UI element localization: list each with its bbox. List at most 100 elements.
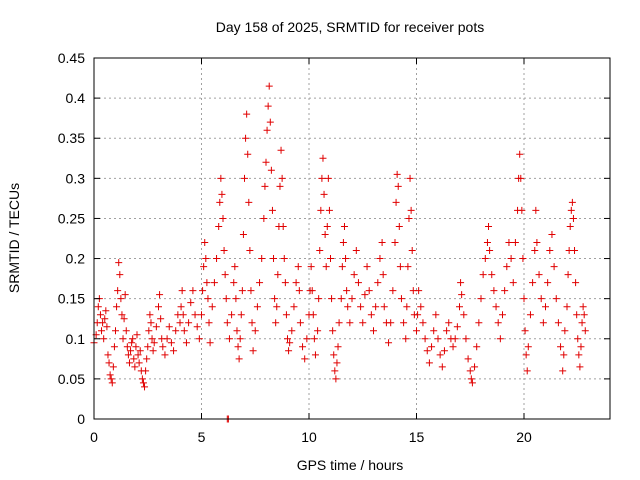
data-point <box>206 339 214 347</box>
data-point <box>176 319 184 327</box>
data-point <box>267 166 275 174</box>
data-point <box>434 335 442 343</box>
y-tick-labels: 0 0.05 0.1 0.15 0.2 0.25 0.3 0.35 0.4 0.45 <box>58 50 85 427</box>
data-point <box>253 303 261 311</box>
data-point <box>281 279 289 287</box>
data-point <box>550 263 558 271</box>
data-point <box>539 319 547 327</box>
data-point <box>152 323 160 331</box>
data-point <box>327 255 334 263</box>
data-point <box>348 295 356 303</box>
y-tick-label-4: 0.2 <box>66 251 86 267</box>
data-point <box>251 327 259 335</box>
data-point <box>376 255 384 263</box>
data-point <box>235 355 243 363</box>
data-point <box>288 327 296 335</box>
data-point <box>395 222 403 230</box>
data-point <box>317 206 325 214</box>
data-point <box>400 319 408 327</box>
data-point <box>130 355 138 363</box>
data-point <box>520 295 528 303</box>
data-point <box>268 206 276 214</box>
data-point <box>150 339 158 347</box>
data-point <box>178 287 186 295</box>
data-point <box>208 303 216 311</box>
data-point <box>566 222 574 230</box>
data-point <box>120 315 128 323</box>
data-point <box>109 363 117 371</box>
data-point <box>324 174 332 182</box>
data-point <box>581 327 589 335</box>
data-point <box>131 363 139 371</box>
data-point <box>241 174 248 182</box>
data-point <box>449 343 457 351</box>
data-point <box>135 359 143 367</box>
data-point <box>492 303 500 311</box>
data-point <box>544 279 552 287</box>
data-point <box>132 343 140 351</box>
data-point <box>145 327 153 335</box>
data-point <box>157 315 165 323</box>
data-point <box>318 174 326 182</box>
data-point <box>237 311 245 319</box>
x-tick-label-0: 0 <box>90 429 98 445</box>
data-point <box>258 255 266 263</box>
data-point <box>223 319 231 327</box>
data-point <box>542 303 549 311</box>
data-point <box>458 291 466 299</box>
data-point <box>526 311 534 319</box>
data-point <box>262 158 270 166</box>
x-axis-label: GPS time / hours <box>297 457 404 473</box>
data-point <box>516 150 524 158</box>
data-point <box>370 327 377 335</box>
data-point <box>423 347 431 355</box>
data-point <box>271 295 279 303</box>
data-point <box>403 303 411 311</box>
data-point <box>511 239 519 247</box>
data-point <box>242 134 250 142</box>
data-point <box>417 303 425 311</box>
data-point <box>309 311 317 319</box>
data-point <box>509 279 517 287</box>
data-point <box>274 271 282 279</box>
data-point <box>165 323 173 331</box>
data-point <box>546 247 554 255</box>
data-point <box>282 311 290 319</box>
data-point <box>234 343 242 351</box>
data-point <box>215 222 223 230</box>
data-point <box>333 359 341 367</box>
data-point <box>167 339 175 347</box>
data-point <box>389 287 397 295</box>
data-point <box>108 379 116 387</box>
data-point <box>138 375 146 383</box>
data-point <box>201 239 209 247</box>
data-point <box>477 295 485 303</box>
data-point <box>118 311 126 319</box>
data-point <box>101 315 109 323</box>
data-point <box>112 327 119 335</box>
axis-ticks <box>93 57 610 420</box>
data-point <box>191 311 199 319</box>
data-point <box>380 303 388 311</box>
data-point <box>244 150 252 158</box>
data-point <box>100 335 108 343</box>
data-point <box>170 347 178 355</box>
data-point <box>119 335 127 343</box>
data-point <box>96 311 104 319</box>
data-point <box>571 247 579 255</box>
data-point <box>564 271 572 279</box>
data-point <box>563 303 571 311</box>
data-point <box>488 271 496 279</box>
data-point <box>430 327 438 335</box>
data-point <box>473 343 481 351</box>
data-point <box>337 295 345 303</box>
data-point <box>115 259 123 267</box>
data-point <box>467 375 475 383</box>
data-point <box>149 347 157 355</box>
data-point <box>260 214 268 222</box>
data-point <box>517 174 525 182</box>
data-point <box>142 367 150 375</box>
data-point <box>264 102 272 110</box>
data-point <box>277 146 285 154</box>
data-point <box>394 182 402 190</box>
